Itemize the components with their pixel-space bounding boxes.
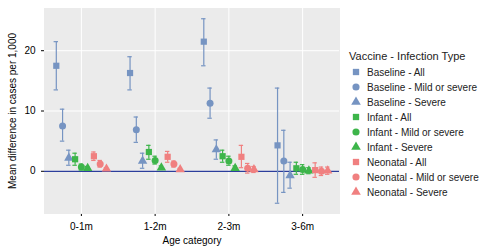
svg-text:3-6m: 3-6m (291, 221, 314, 232)
html-text:Baseline - Mild or severe: Baseline - Mild or severe (367, 81, 477, 93)
html-text:Vaccine - Infection Type: Vaccine - Infection Type (349, 49, 466, 62)
svg-text:0-1m: 0-1m (70, 221, 93, 232)
svg-text:1-2m: 1-2m (144, 221, 167, 232)
html-text:Infant - Severe: Infant - Severe (367, 141, 433, 153)
svg-text:20: 20 (24, 45, 36, 56)
svg-text:2-3m: 2-3m (217, 221, 240, 232)
svg-text:0: 0 (30, 165, 36, 176)
svg-text:Age category: Age category (163, 235, 222, 246)
html-text:Infant - Mild or severe: Infant - Mild or severe (367, 126, 464, 138)
html-text:Infant - All: Infant - All (367, 111, 412, 123)
html-text:Baseline - All: Baseline - All (367, 66, 425, 78)
html-text:Baseline - Severe: Baseline - Severe (367, 96, 446, 108)
html-text:Neonatal - All: Neonatal - All (367, 156, 427, 168)
svg-text:Mean difference in cases per 1: Mean difference in cases per 1,000 (7, 33, 18, 189)
html-text:Neonatal - Severe: Neonatal - Severe (367, 186, 448, 198)
html-text:Neonatal - Mild or severe: Neonatal - Mild or severe (367, 171, 479, 183)
svg-text:10: 10 (24, 105, 36, 116)
